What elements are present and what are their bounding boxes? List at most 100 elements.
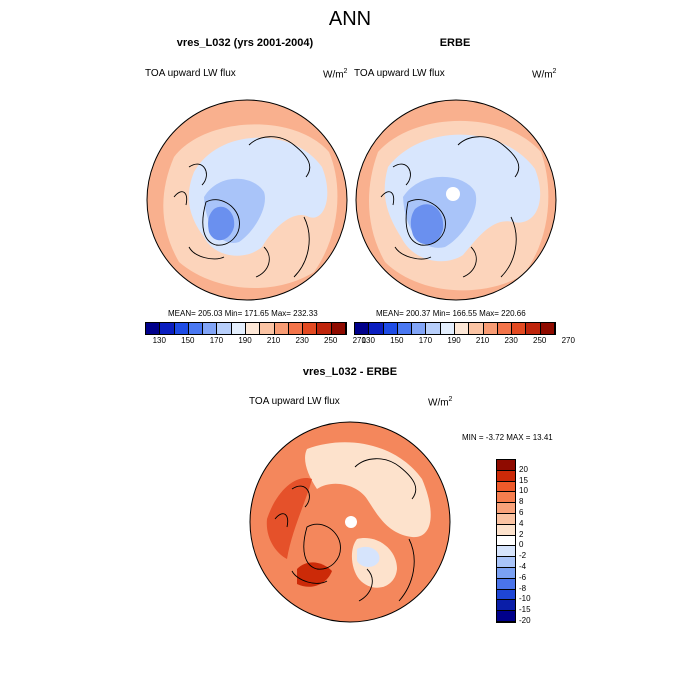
colorbar-swatch [497,568,515,579]
colorbar-tick-label: 150 [181,336,195,345]
colorbar-swatch [369,323,384,334]
colorbar-swatch [469,323,484,334]
colorbar-swatch [455,323,470,334]
diff-hot-2 [297,562,332,587]
colorbar-tick-label: 190 [447,336,461,345]
colorbar-swatch [497,492,515,504]
colorbar-swatch [260,323,275,334]
colorbar-swatch [526,323,541,334]
colorbar-tick-label: 130 [361,336,375,345]
colorbar-swatch [412,323,427,334]
colorbar-tick-label: 210 [475,336,490,345]
colorbar-swatch [440,323,455,334]
polar-map-observed [355,99,557,301]
colorbar-tick-label: 210 [266,336,281,345]
colorbar-tick-label: 6 [519,508,524,517]
colorbar-tick-label: -2 [519,551,527,561]
colorbar-swatch [355,323,370,334]
colorbar-swatch [160,323,175,334]
colorbar-tick-label: -15 [519,605,531,615]
colorbar-swatch [217,323,232,334]
panel-1-variable-label: TOA upward LW flux [145,68,236,79]
colorbar-tick-label: 130 [152,336,166,345]
colorbar-swatch [497,578,515,590]
panel-1-stats: MEAN= 205.03 Min= 171.65 Max= 232.33 [168,309,318,318]
colorbar-observed-ticks: 130 150 170 190 210 230 250 270 [354,336,575,348]
diff-cold [357,546,380,567]
colorbar-tick-label: -20 [519,616,531,625]
colorbar-tick-label: -8 [519,583,527,593]
coastline-2 [380,136,520,278]
greenland-cold [410,204,444,245]
colorbar-swatch [483,323,498,334]
panel-2-units: W/m2 [532,68,557,81]
map-border [355,99,557,301]
colorbar-observed [354,322,556,335]
map-border [146,99,348,301]
coastline-3 [274,458,417,602]
colorbar-swatch [497,535,515,547]
colorbar-tick-label: 270 [352,336,366,345]
coastline-1 [173,136,311,278]
colorbar-swatch [426,323,441,334]
colorbar-tick-label: 230 [504,336,518,345]
panel-1-units: W/m2 [323,68,348,81]
panel-1-title: vres_L032 (yrs 2001-2004) [176,37,314,49]
panel-2-stats: MEAN= 200.37 Min= 166.55 Max= 220.66 [376,309,526,318]
colorbar-tick-label: 170 [418,336,433,345]
panel-2-title: ERBE [439,37,471,49]
colorbar-swatch [497,323,513,334]
colorbar-swatch [512,323,527,334]
colorbar-tick-label: -6 [519,572,527,582]
colorbar-tick-label: 230 [295,336,309,345]
colorbar-swatch [274,323,289,334]
colorbar-tick-label: 15 [519,475,528,485]
figure-title: ANN [328,8,372,30]
colorbar-swatch [174,323,189,334]
panel-3-variable-label: TOA upward LW flux [249,396,340,407]
colorbar-swatch [497,470,515,482]
colorbar-swatch [497,589,515,601]
colorbar-tick-label: 170 [209,336,224,345]
pole-gap [446,187,460,201]
colorbar-tick-label: 250 [324,336,338,345]
panel-3-title: vres_L032 - ERBE [302,366,398,378]
colorbar-swatch [497,546,515,558]
panel-3-units: W/m2 [428,396,453,409]
colorbar-swatch [203,323,218,334]
colorbar-swatch [497,460,515,471]
colorbar-tick-label: 4 [519,518,524,528]
colorbar-tick-label: 20 [519,464,528,474]
colorbar-model [145,322,347,335]
colorbar-swatch [246,323,261,334]
colorbar-tick-label: -10 [519,594,531,604]
colorbar-swatch [497,481,515,493]
colorbar-swatch [146,323,161,334]
colorbar-swatch [397,323,413,334]
colorbar-tick-label: 270 [561,336,575,345]
diff-hot [266,478,312,559]
colorbar-tick-label: 190 [238,336,252,345]
colorbar-tick-label: 2 [519,529,524,539]
colorbar-swatch [497,557,515,568]
colorbar-swatch [497,514,515,525]
polar-map-model [146,99,348,301]
pole-gap [345,516,357,528]
colorbar-swatch [497,611,515,622]
panel-2-variable-label: TOA upward LW flux [354,68,445,79]
colorbar-difference-ticks: 20 15 10 8 6 4 2 0 -2 -4 -6 -8 -10 -15 -20 [517,459,547,625]
colorbar-model-ticks: 130 150 170 190 210 230 250 270 [145,336,366,348]
colorbar-swatch [231,323,246,334]
colorbar-swatch [540,323,555,334]
colorbar-difference [496,459,516,623]
colorbar-swatch [317,323,332,334]
greenland-cold [208,206,235,241]
colorbar-swatch [331,323,346,334]
colorbar-swatch [497,600,515,612]
colorbar-tick-label: 250 [533,336,547,345]
panel-3-stats: MIN = -3.72 MAX = 13.41 [462,433,553,442]
colorbar-swatch [288,323,304,334]
colorbar-tick-label: 0 [519,540,524,550]
map-border [249,421,451,623]
colorbar-tick-label: 10 [519,486,528,496]
